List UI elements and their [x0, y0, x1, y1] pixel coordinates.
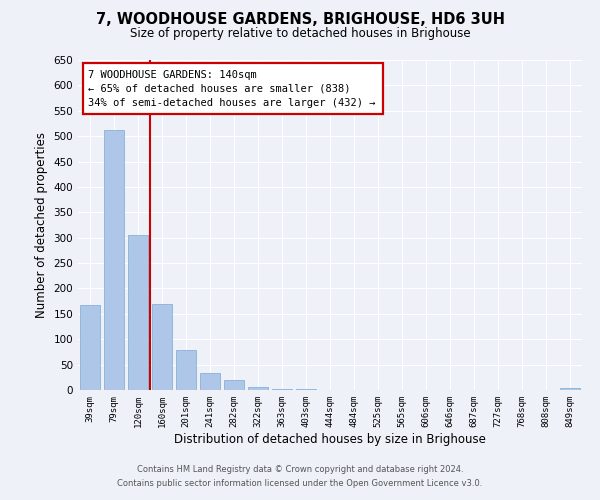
Text: Size of property relative to detached houses in Brighouse: Size of property relative to detached ho… [130, 28, 470, 40]
Bar [176, 350, 196, 390]
Bar [224, 380, 244, 390]
Text: Contains public sector information licensed under the Open Government Licence v3: Contains public sector information licen… [118, 478, 482, 488]
FancyBboxPatch shape [83, 64, 383, 114]
Bar [200, 373, 220, 390]
Bar [128, 235, 148, 390]
Text: 7, WOODHOUSE GARDENS, BRIGHOUSE, HD6 3UH: 7, WOODHOUSE GARDENS, BRIGHOUSE, HD6 3UH [95, 12, 505, 28]
Bar [272, 389, 292, 390]
Bar [104, 130, 124, 390]
Bar [248, 388, 268, 390]
Text: 7 WOODHOUSE GARDENS: 140sqm
← 65% of detached houses are smaller (838)
34% of se: 7 WOODHOUSE GARDENS: 140sqm ← 65% of det… [88, 70, 376, 108]
Bar [560, 388, 580, 390]
Bar [80, 305, 100, 390]
Text: Contains HM Land Registry data © Crown copyright and database right 2024.: Contains HM Land Registry data © Crown c… [137, 465, 463, 474]
Y-axis label: Number of detached properties: Number of detached properties [35, 132, 48, 318]
Bar [152, 304, 172, 390]
X-axis label: Distribution of detached houses by size in Brighouse: Distribution of detached houses by size … [174, 432, 486, 446]
